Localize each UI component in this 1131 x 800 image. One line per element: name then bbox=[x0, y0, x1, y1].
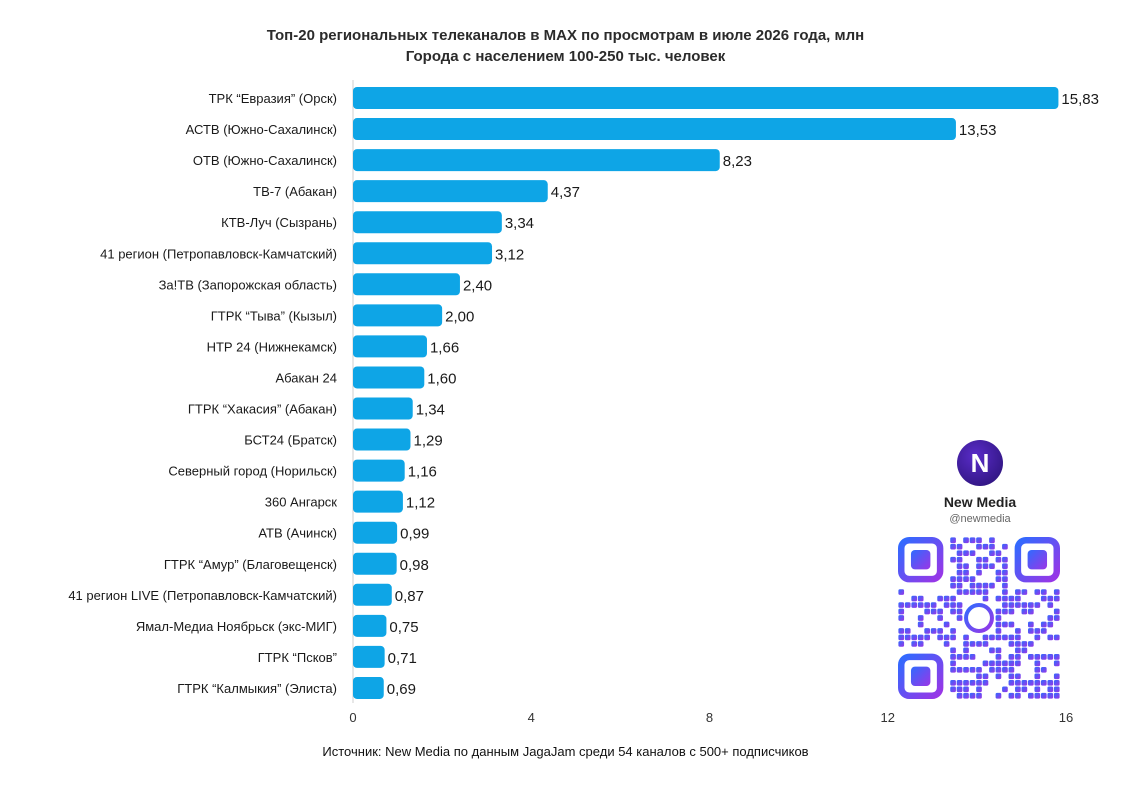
bar bbox=[353, 645, 385, 668]
category-label: АТВ (Ачинск) bbox=[258, 526, 337, 541]
qr-code-icon bbox=[898, 537, 1060, 699]
bar bbox=[353, 118, 956, 141]
bar bbox=[353, 242, 493, 265]
category-label: 41 регион (Петропавловск-Камчатский) bbox=[100, 246, 337, 261]
category-label: АСТВ (Южно-Сахалинск) bbox=[186, 122, 337, 137]
x-tick-label: 8 bbox=[706, 710, 713, 725]
data-label: 1,12 bbox=[406, 495, 435, 512]
category-label: ГТРК “Тыва” (Кызыл) bbox=[211, 308, 337, 323]
brand-block: N New Media @newmedia bbox=[880, 440, 1080, 525]
bar bbox=[353, 459, 405, 482]
data-label: 15,83 bbox=[1061, 91, 1099, 108]
data-label: 3,34 bbox=[505, 215, 534, 232]
category-label: ГТРК “Амур” (Благовещенск) bbox=[164, 557, 337, 572]
category-label: БСТ24 (Братск) bbox=[244, 433, 337, 448]
bar bbox=[353, 366, 425, 389]
x-tick-label: 4 bbox=[528, 710, 535, 725]
bar bbox=[353, 490, 403, 513]
category-label: КТВ-Луч (Сызрань) bbox=[221, 215, 337, 230]
bar bbox=[353, 304, 443, 327]
category-label: Ямал-Медиа Ноябрьск (экс-МИГ) bbox=[136, 619, 337, 634]
bar bbox=[353, 428, 411, 451]
data-label: 8,23 bbox=[723, 153, 752, 170]
data-label: 13,53 bbox=[959, 122, 997, 139]
category-label: ГТРК “Калмыкия” (Элиста) bbox=[177, 681, 337, 696]
bar bbox=[353, 273, 460, 296]
data-label: 2,00 bbox=[445, 308, 474, 325]
category-label: ТВ-7 (Абакан) bbox=[253, 184, 337, 199]
category-label: ГТРК “Псков” bbox=[258, 650, 337, 665]
category-label: ТРК “Евразия” (Орск) bbox=[209, 91, 337, 106]
category-label: ГТРК “Хакасия” (Абакан) bbox=[188, 402, 337, 417]
data-label: 0,69 bbox=[387, 681, 416, 698]
bar bbox=[353, 335, 427, 358]
data-label: 1,66 bbox=[430, 339, 459, 356]
category-label: За!ТВ (Запорожская область) bbox=[159, 277, 337, 292]
data-label: 4,37 bbox=[551, 184, 580, 201]
bar bbox=[353, 87, 1059, 109]
data-label: 1,60 bbox=[427, 370, 456, 387]
bar bbox=[353, 397, 413, 420]
bar bbox=[353, 211, 502, 234]
source-note: Источник: New Media по данным JagaJam ср… bbox=[322, 744, 809, 759]
data-label: 0,98 bbox=[400, 557, 429, 574]
category-label: НТР 24 (Нижнекамск) bbox=[207, 339, 337, 354]
bar bbox=[353, 180, 548, 203]
category-label: Северный город (Норильск) bbox=[168, 464, 337, 479]
category-label: ОТВ (Южно-Сахалинск) bbox=[193, 153, 337, 168]
x-tick-label: 16 bbox=[1059, 710, 1073, 725]
x-tick-label: 0 bbox=[349, 710, 356, 725]
data-label: 3,12 bbox=[495, 246, 524, 263]
brand-name: New Media bbox=[943, 494, 1017, 510]
chart-subtitle: Города с населением 100-250 тыс. человек bbox=[405, 48, 726, 65]
category-label: 41 регион LIVE (Петропавловск-Камчатский… bbox=[68, 588, 337, 603]
data-label: 1,16 bbox=[408, 464, 437, 481]
bar bbox=[353, 552, 397, 575]
brand-handle: @newmedia bbox=[949, 513, 1011, 525]
category-label: Абакан 24 bbox=[275, 370, 337, 385]
bar bbox=[353, 676, 384, 699]
bar bbox=[353, 614, 387, 637]
bar bbox=[353, 583, 392, 606]
data-label: 0,87 bbox=[395, 588, 424, 605]
bar bbox=[353, 149, 720, 172]
new-media-logo: N bbox=[957, 440, 1003, 486]
data-label: 0,71 bbox=[388, 650, 417, 667]
data-label: 2,40 bbox=[463, 277, 492, 294]
data-label: 0,99 bbox=[400, 526, 429, 543]
data-label: 0,75 bbox=[389, 619, 418, 636]
chart-title: Топ-20 региональных телеканалов в MAX по… bbox=[266, 27, 865, 44]
data-label: 1,29 bbox=[413, 433, 442, 450]
category-label: 360 Ангарск bbox=[265, 495, 338, 510]
data-label: 1,34 bbox=[416, 402, 445, 419]
bar bbox=[353, 521, 398, 544]
x-tick-label: 12 bbox=[881, 710, 895, 725]
